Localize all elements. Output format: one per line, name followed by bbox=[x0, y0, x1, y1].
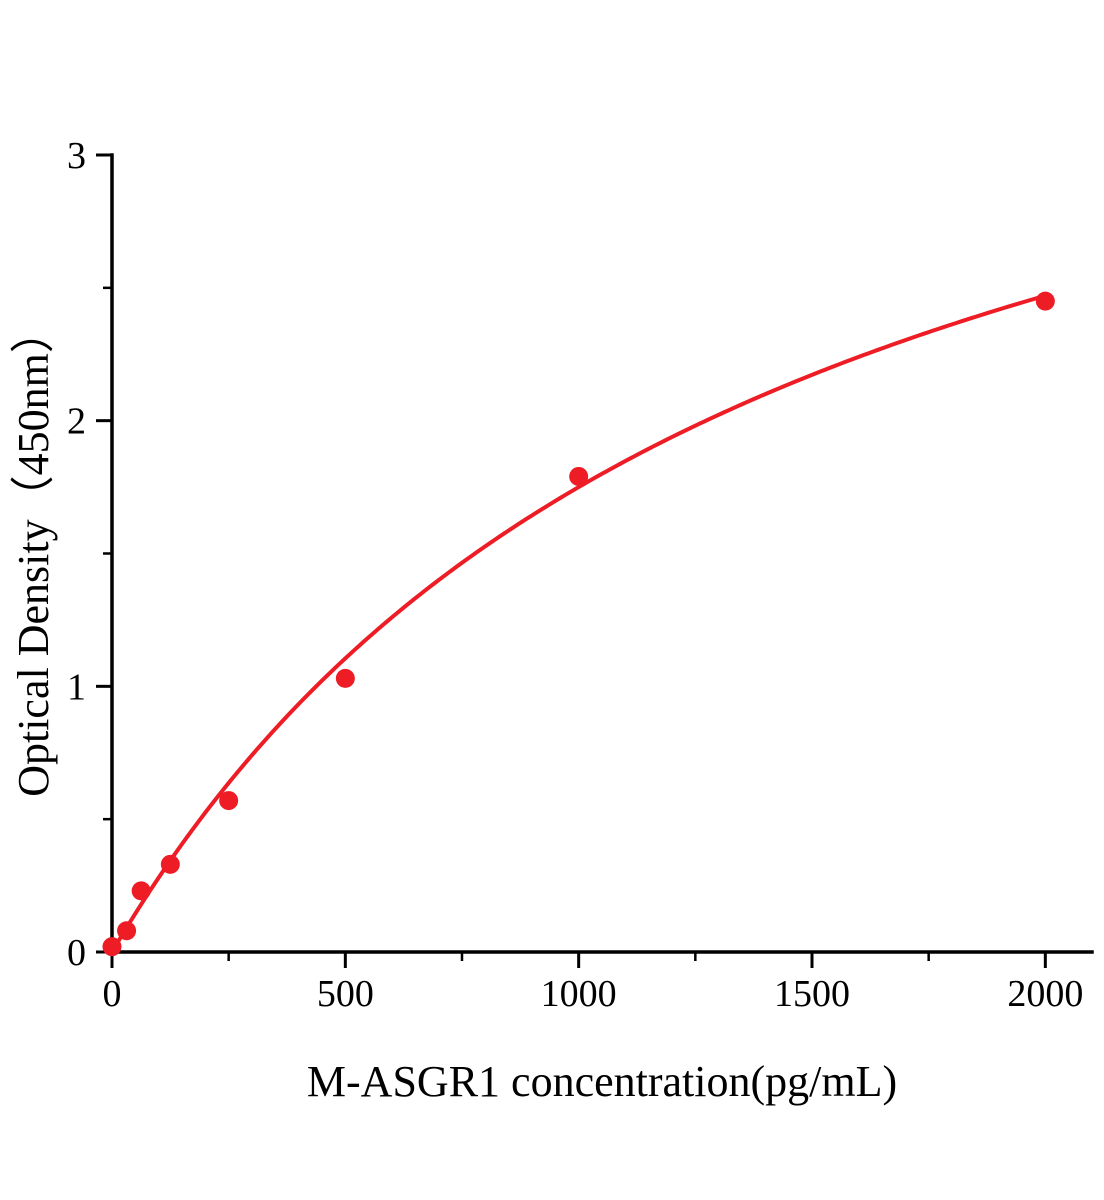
y-axis-label: Optical Density（450nm） bbox=[9, 309, 58, 797]
y-tick-label: 3 bbox=[67, 135, 86, 177]
x-axis-ticks: 0 500 1000 1500 2000 bbox=[103, 952, 1083, 1015]
data-point bbox=[1035, 291, 1055, 311]
x-tick-label: 2000 bbox=[1007, 973, 1083, 1015]
plot-area: 0 500 1000 1500 2000 0 1 2 3 bbox=[67, 135, 1094, 1015]
x-tick-label: 0 bbox=[103, 973, 122, 1015]
x-tick-label: 1000 bbox=[541, 973, 617, 1015]
data-point bbox=[219, 791, 239, 811]
data-points bbox=[102, 291, 1055, 957]
axes-spines bbox=[110, 153, 1094, 954]
data-point bbox=[569, 466, 589, 486]
x-tick-label: 500 bbox=[317, 973, 374, 1015]
y-tick-label: 0 bbox=[67, 932, 86, 974]
x-axis-label: M-ASGR1 concentration(pg/mL) bbox=[307, 1057, 897, 1106]
y-axis-ticks: 0 1 2 3 bbox=[67, 135, 112, 974]
data-point bbox=[117, 921, 137, 941]
data-point bbox=[102, 937, 122, 957]
data-point bbox=[160, 854, 180, 874]
y-tick-label: 1 bbox=[67, 666, 86, 708]
data-point bbox=[131, 881, 151, 901]
data-point bbox=[335, 668, 355, 688]
fit-curve bbox=[110, 293, 1048, 954]
x-tick-label: 1500 bbox=[774, 973, 850, 1015]
y-tick-label: 2 bbox=[67, 401, 86, 443]
